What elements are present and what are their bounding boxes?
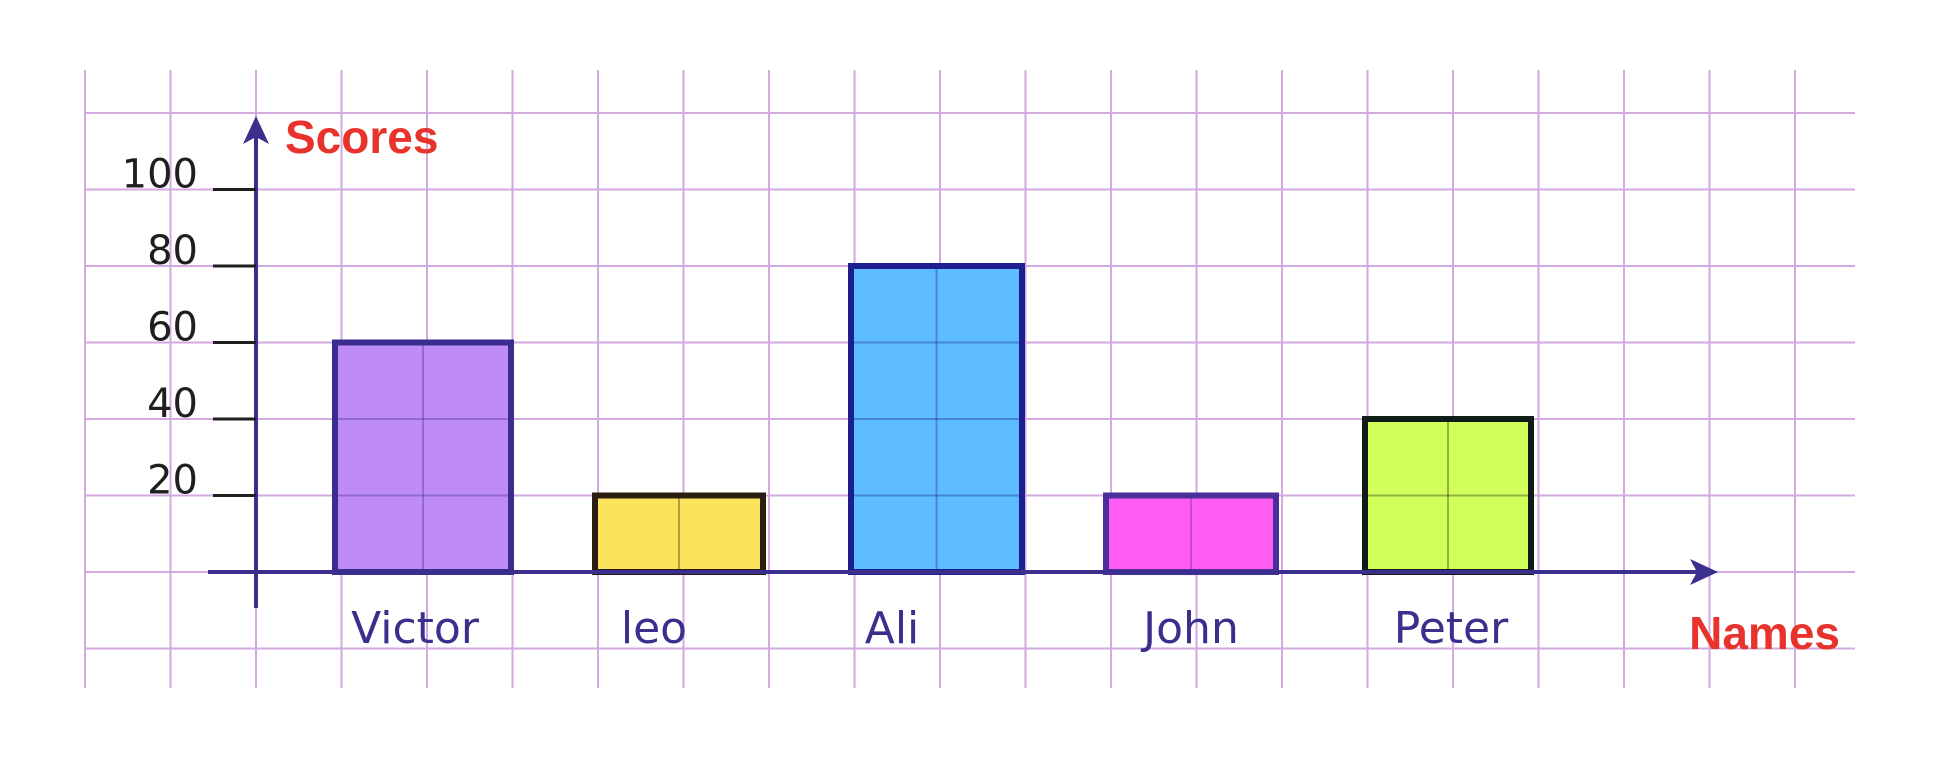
bar-john <box>1103 492 1279 575</box>
y-tick-label: 40 <box>147 381 198 427</box>
x-axis-title: Names <box>1689 607 1840 659</box>
x-tick-label-ali: Ali <box>865 603 920 654</box>
bars <box>332 263 1534 575</box>
x-tick-label-john: John <box>1140 603 1239 654</box>
x-tick-label-leo: leo <box>621 603 687 654</box>
x-tick-label-victor: Victor <box>351 603 480 654</box>
y-axis-title: Scores <box>285 111 438 163</box>
y-tick-label: 60 <box>147 305 198 351</box>
y-tick-label: 20 <box>147 458 198 504</box>
labels: Scores Names Victor leo Ali John Peter <box>285 111 1840 659</box>
bar-leo <box>592 492 766 575</box>
axes: 20 40 60 80 100 <box>122 116 1718 608</box>
y-tick-label: 80 <box>147 228 198 274</box>
bar-victor <box>332 339 514 575</box>
y-axis-arrow <box>243 116 269 144</box>
x-axis-arrow <box>1690 559 1718 585</box>
x-tick-label-peter: Peter <box>1394 603 1509 654</box>
y-tick-label: 100 <box>122 152 198 198</box>
